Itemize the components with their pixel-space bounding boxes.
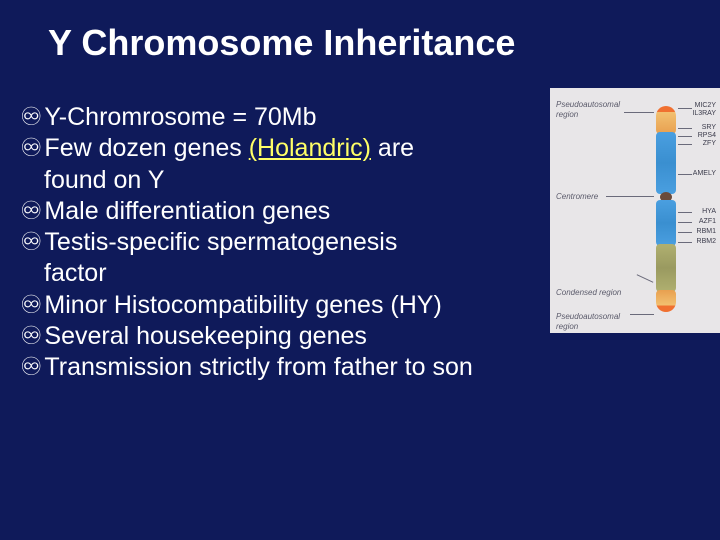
bullet-text: Few dozen genes (Holandric) are <box>44 133 414 164</box>
bullet-text-before: Few dozen genes <box>44 134 248 162</box>
leader-line <box>678 212 692 213</box>
leader-line <box>678 144 692 145</box>
gene-label: RBM1 <box>697 228 716 235</box>
gene-label: AZF1 <box>699 218 716 225</box>
leader-line <box>678 232 692 233</box>
leader-line <box>624 112 654 113</box>
page-title: Y Chromosome Inheritance <box>0 0 720 64</box>
bullet-text-after: are <box>371 134 414 162</box>
gene-label: AMELY <box>693 170 716 177</box>
chromosome-icon <box>656 106 676 316</box>
highlight-text: (Holandric) <box>249 134 371 162</box>
pseudoautosomal-top-label: Pseudoautosomal <box>556 100 620 109</box>
figure-inner: Pseudoautosomal region Centromere Conden… <box>550 88 720 333</box>
gene-label: HYA <box>702 208 716 215</box>
bullet-text: Transmission strictly from father to son <box>44 352 472 383</box>
leader-line <box>678 222 692 223</box>
gene-label: RBM2 <box>697 238 716 245</box>
bullet-icon: ♾ <box>20 290 42 321</box>
bullet-icon: ♾ <box>20 321 42 352</box>
gene-label: MIC2Y <box>695 102 716 109</box>
bullet-icon: ♾ <box>20 133 42 164</box>
gene-label: RPS4 <box>698 132 716 139</box>
centromere-label: Centromere <box>556 192 598 201</box>
gene-label: ZFY <box>703 140 716 147</box>
bullet-text: Minor Histocompatibility genes (HY) <box>44 290 441 321</box>
leader-line <box>606 196 654 197</box>
chromosome-bottom-band <box>656 290 676 312</box>
chromosome-top-band <box>656 106 676 134</box>
leader-line <box>678 128 692 129</box>
pseudoautosomal-bottom-label2: region <box>556 322 578 331</box>
pseudoautosomal-top-label2: region <box>556 110 578 119</box>
gene-label: IL3RAY <box>692 110 716 117</box>
gene-label: SRY <box>702 124 716 131</box>
chromosome-condensed-region <box>656 244 676 292</box>
bullet-text: Several housekeeping genes <box>44 321 366 352</box>
bullet-icon: ♾ <box>20 352 42 383</box>
bullet-text: Male differentiation genes <box>44 196 330 227</box>
pseudoautosomal-bottom-label: Pseudoautosomal <box>556 312 620 321</box>
leader-line <box>678 108 692 109</box>
chromosome-lower-arm <box>656 200 676 246</box>
leader-line <box>678 174 692 175</box>
leader-line <box>678 242 692 243</box>
bullet-icon: ♾ <box>20 227 42 258</box>
chromosome-upper-arm <box>656 132 676 194</box>
leader-line <box>630 314 654 315</box>
bullet-text: Testis-specific spermatogenesis <box>44 227 397 258</box>
leader-line <box>678 136 692 137</box>
bullet-icon: ♾ <box>20 102 42 133</box>
y-chromosome-figure: Pseudoautosomal region Centromere Conden… <box>550 88 720 333</box>
bullet-icon: ♾ <box>20 196 42 227</box>
condensed-region-label: Condensed region <box>556 288 621 297</box>
bullet-text: Y-Chromrosome = 70Mb <box>44 102 316 133</box>
list-item: ♾ Transmission strictly from father to s… <box>20 352 720 383</box>
leader-line <box>637 274 654 283</box>
